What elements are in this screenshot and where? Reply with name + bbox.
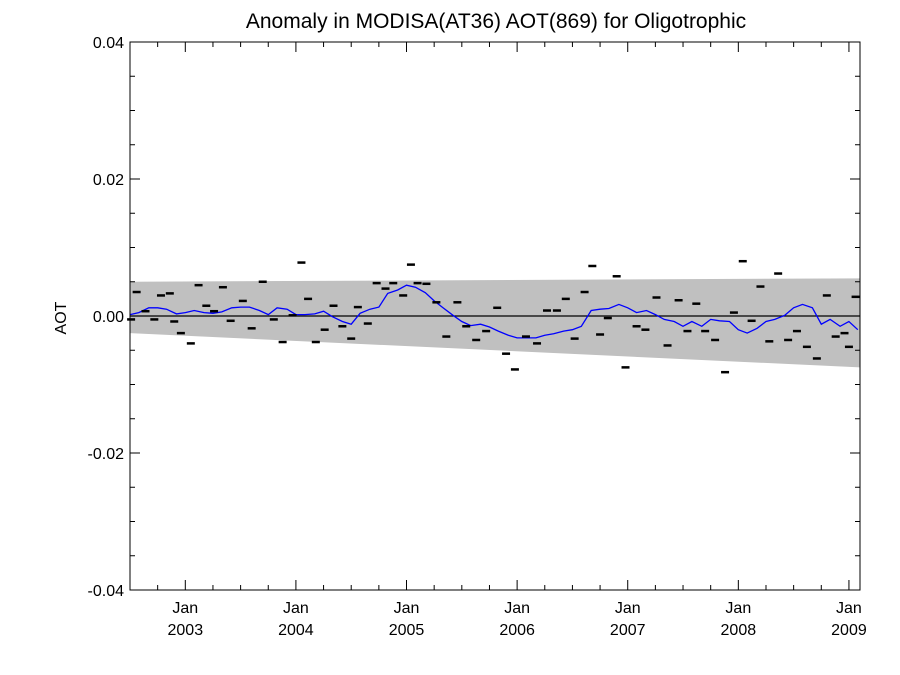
x-tick-year-label: 2004 [278,622,314,639]
confidence-band [130,278,860,368]
x-tick-month-label: Jan [504,600,530,617]
x-tick-year-label: 2008 [721,622,757,639]
y-tick-label: 0.04 [93,35,124,52]
smoothed-series-layer [129,284,859,339]
x-tick-year-label: 2007 [610,622,646,639]
x-tick-month-label: Jan [172,600,198,617]
y-tick-label: -0.04 [88,583,125,600]
x-tick-year-label: 2006 [499,622,535,639]
smoothed-anomaly-line [129,284,859,339]
x-tick-month-label: Jan [725,600,751,617]
y-tick-label: 0.02 [93,172,124,189]
x-tick-year-label: 2005 [389,622,425,639]
ticks-layer: -0.04 -0.02 0.00 0.02 0.04 Jan 2003 Jan 2004 Jan 2… [88,35,867,639]
x-tick-month-label: Jan [615,600,641,617]
x-tick-year-label: 2003 [168,622,204,639]
x-tick-month-label: Jan [836,600,862,617]
scatter-layer [127,259,860,374]
y-tick-label: 0.00 [93,309,124,326]
x-tick-month-label: Jan [283,600,309,617]
confidence-band-layer [130,278,860,368]
y-tick-label: -0.02 [88,446,125,463]
x-tick-year-label: 2009 [831,622,867,639]
x-tick-month-label: Jan [394,600,420,617]
chart-title: Anomaly in MODISA(AT36) AOT(869) for Oli… [246,10,746,33]
y-axis-label: AOT [53,301,70,334]
